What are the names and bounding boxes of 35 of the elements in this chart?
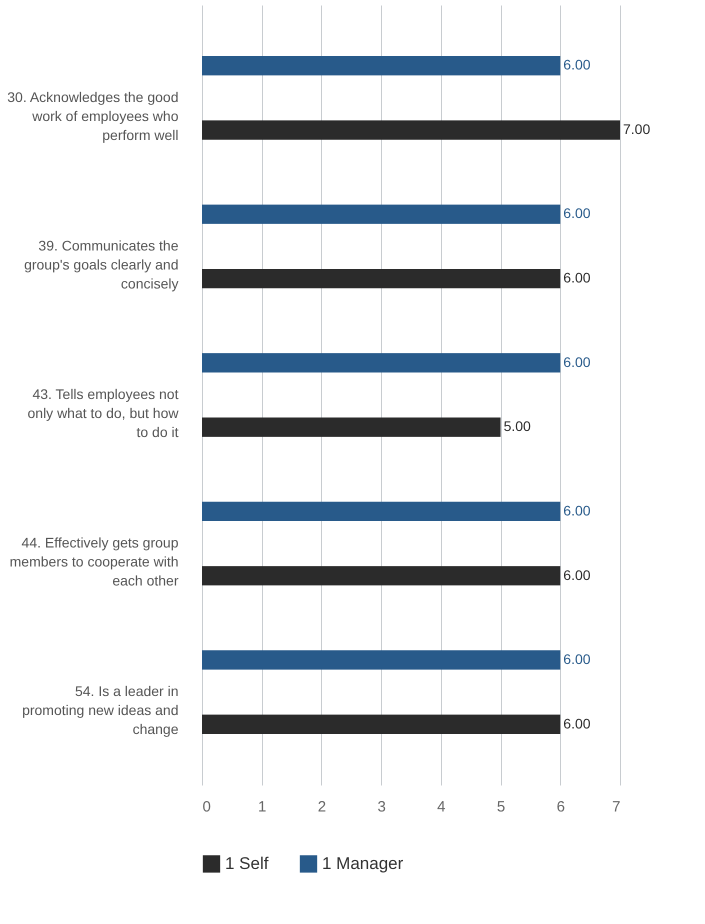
- y-tick-label: 44. Effectively gets group members to cooperate with each other: [10, 534, 179, 589]
- data-label: 6.00: [563, 205, 591, 222]
- legend-label: 1 Manager: [322, 854, 404, 873]
- y-tick-label: 54. Is a leader in promoting new ideas and change: [22, 683, 179, 738]
- data-label: 6.00: [563, 56, 591, 73]
- data-label: 5.00: [504, 418, 532, 434]
- x-tick-label: 1: [258, 798, 266, 816]
- bar: [202, 56, 560, 76]
- bar: [202, 120, 620, 140]
- x-tick-label: 2: [318, 798, 326, 816]
- x-tick-label: 3: [377, 798, 386, 816]
- x-tick-label: 4: [437, 798, 446, 816]
- y-tick-label: 39. Communicates the group's goals clearly and concisely: [24, 237, 179, 292]
- bar: [202, 353, 560, 372]
- data-label: 6.00: [563, 270, 591, 286]
- bar: [202, 418, 501, 437]
- data-label: 6.00: [563, 354, 591, 370]
- data-label: 6.00: [563, 715, 591, 732]
- x-tick-label: 6: [556, 798, 565, 816]
- bar: [202, 650, 560, 670]
- y-tick-label: 43. Tells employees not only what to do, but how to do it: [28, 386, 180, 440]
- data-label: 7.00: [623, 121, 650, 138]
- data-label: 6.00: [563, 650, 591, 667]
- bar: [202, 566, 560, 586]
- bar: [202, 204, 560, 224]
- x-tick-label: 0: [202, 798, 211, 816]
- data-label: 6.00: [563, 566, 591, 583]
- bar: [202, 268, 560, 288]
- y-tick-label: 30. Acknowledges the good work of employees who perform well: [7, 88, 179, 143]
- data-label: 6.00: [563, 502, 591, 518]
- x-tick-label: 5: [496, 798, 506, 816]
- legend-label: 1 Self: [225, 854, 269, 873]
- x-tick-label: 7: [612, 798, 620, 816]
- bar: [202, 502, 560, 522]
- bar: [202, 714, 560, 734]
